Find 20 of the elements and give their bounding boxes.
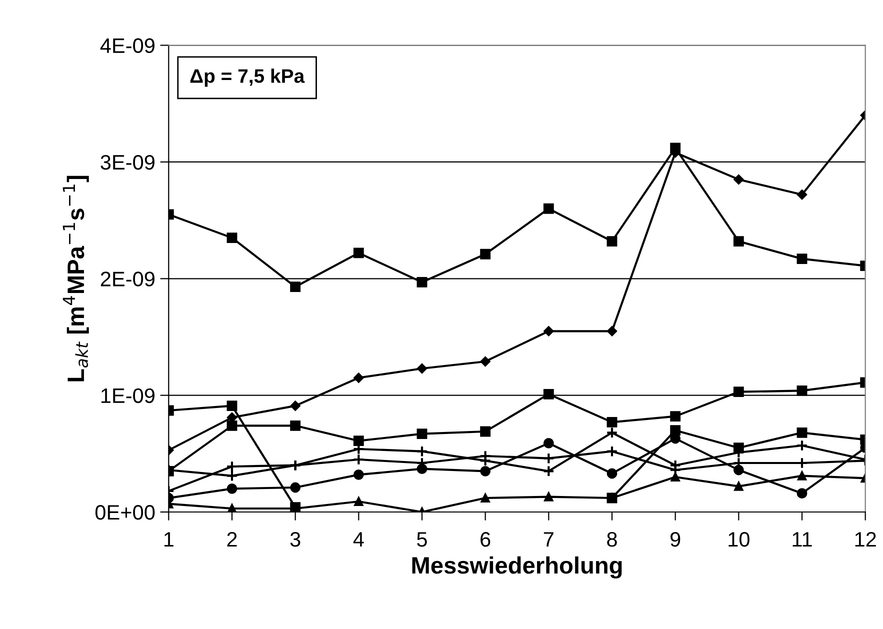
x-tick-label: 9: [670, 532, 680, 547]
y-tick-label: 0E+00: [95, 505, 155, 520]
y-tick-label: 1E-09: [101, 388, 154, 404]
x-axis-title: Messwiederholung: [412, 556, 622, 579]
x-tick-label: 2: [227, 532, 237, 547]
x-tick-label: 11: [792, 532, 812, 547]
y-tick-label: 2E-09: [100, 272, 154, 286]
x-tick-label: 3: [290, 532, 300, 547]
x-tick-label: 4: [353, 532, 364, 547]
annotation: Δp = 7,5 kPa: [190, 68, 305, 87]
text: L$_{akt}$ [m$^{4}$MPa$^{−1}$s$^{−1}$]: [62, 176, 89, 382]
x-tick-label: 6: [480, 532, 490, 547]
x-tick-label: 10: [728, 532, 750, 547]
y-tick-label: 4E-09: [100, 38, 154, 54]
x-tick-label: 8: [607, 532, 617, 547]
x-tick-label: 5: [417, 532, 427, 547]
x-tick-label: 7: [544, 532, 554, 547]
x-tick-label: 1: [164, 532, 174, 547]
x-tick-label: 12: [855, 532, 876, 547]
y-tick-label: 3E-09: [100, 154, 154, 170]
